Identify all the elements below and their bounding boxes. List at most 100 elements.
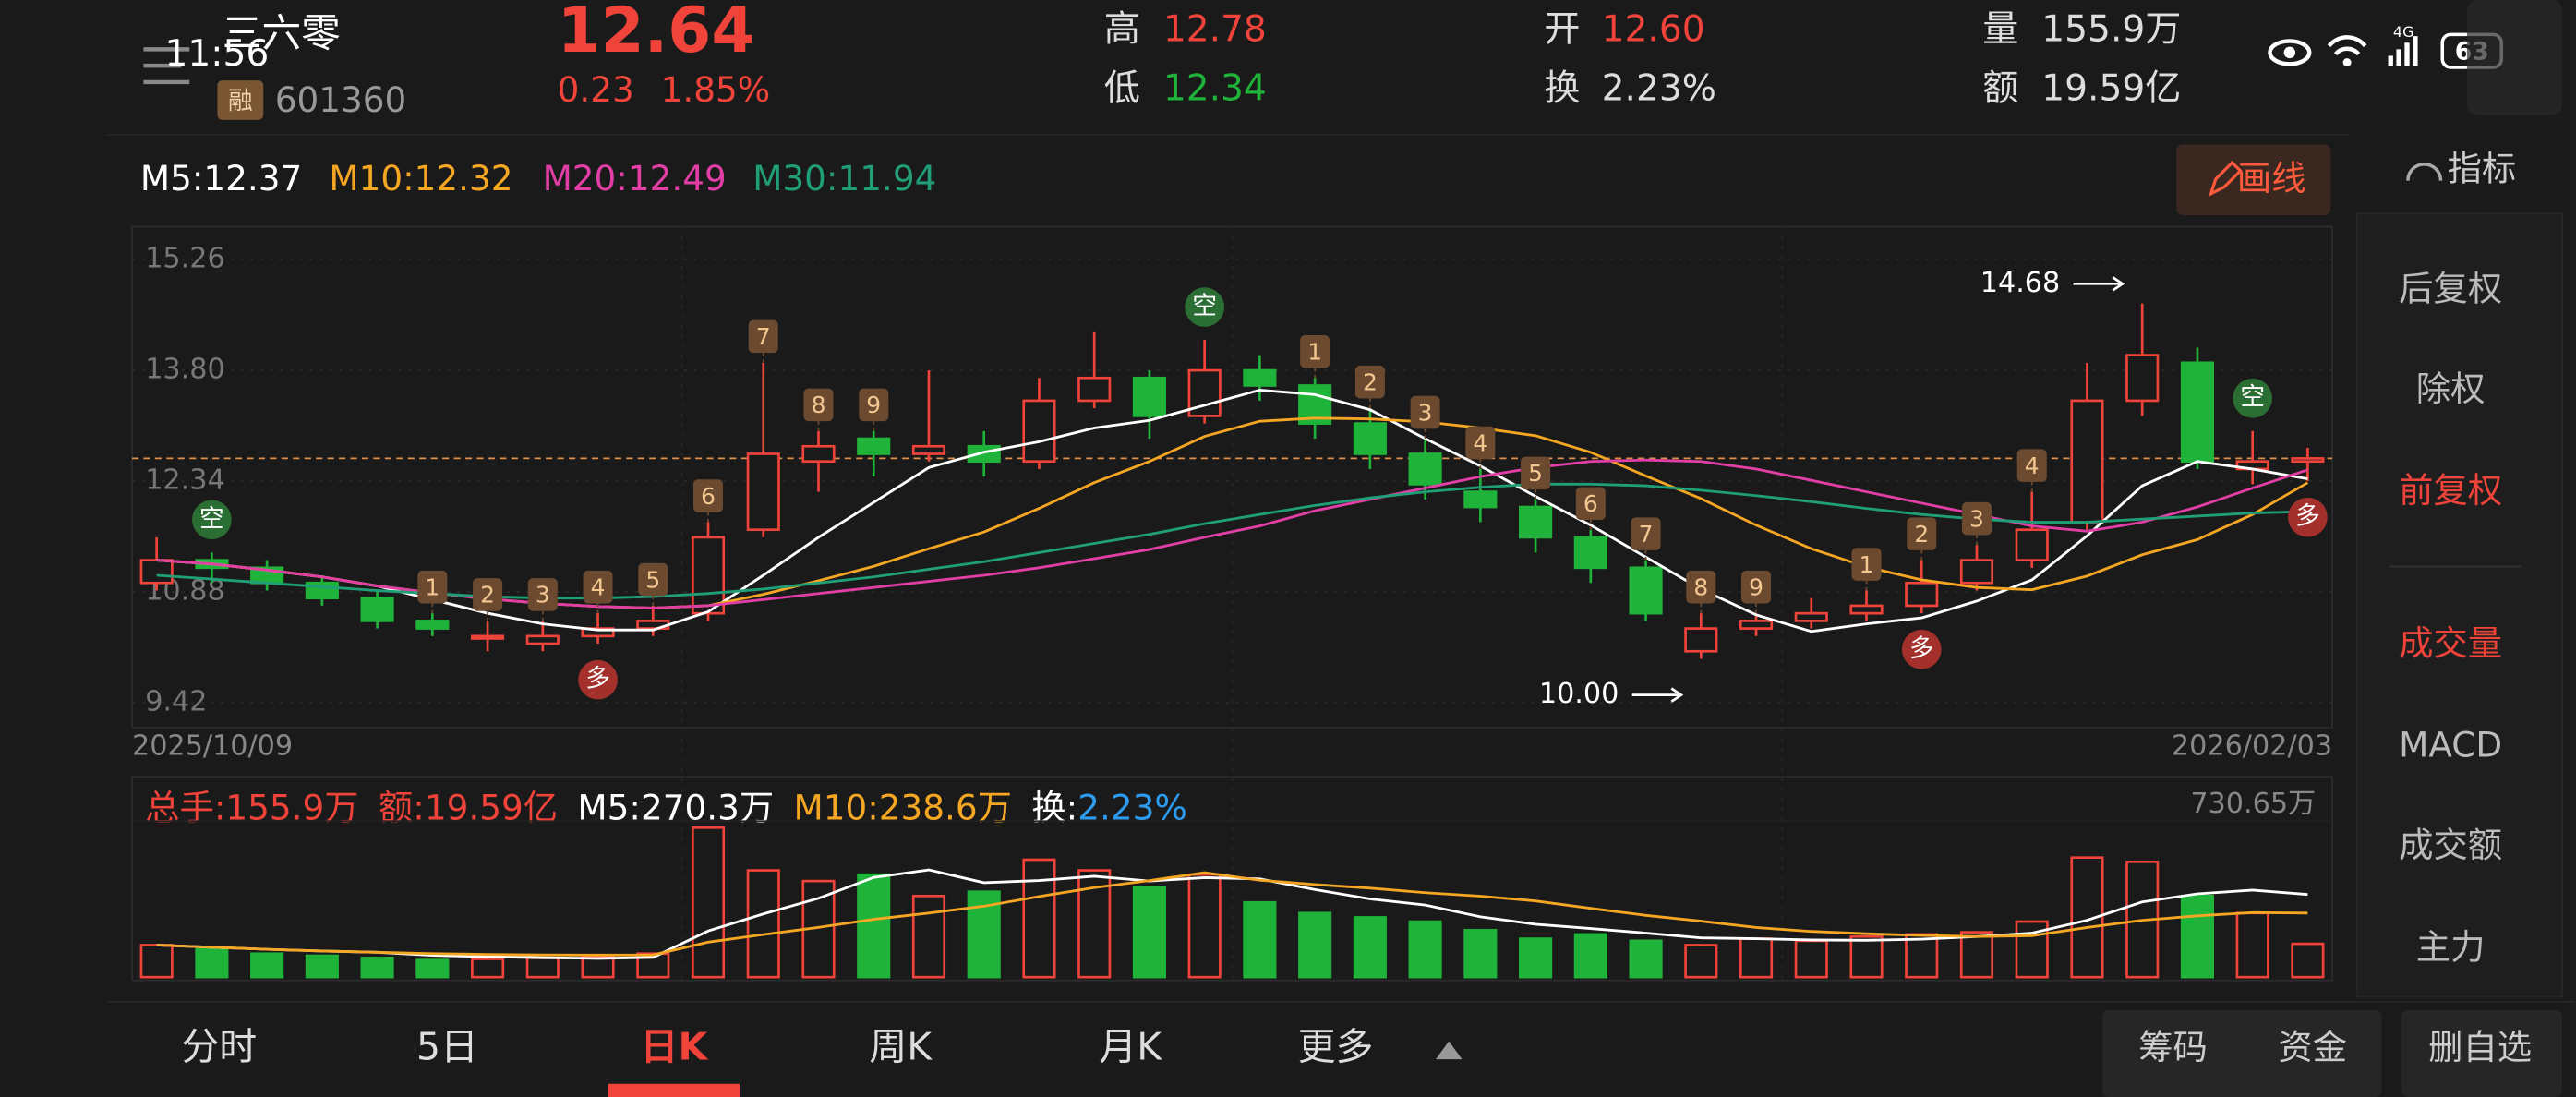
volume-bar <box>1629 939 1663 979</box>
side-menu-item[interactable]: MACD <box>2399 725 2502 765</box>
candle-body <box>1243 368 1277 387</box>
signal-badge-bg <box>578 659 618 700</box>
td-tag: 1 <box>425 573 439 600</box>
status-icons <box>2268 32 2504 69</box>
annotation-arrow <box>1631 687 1684 703</box>
side-menu-item[interactable]: 后复权 <box>2399 268 2502 308</box>
td-tag-bg <box>583 570 613 604</box>
td-tag: 1 <box>1307 339 1322 366</box>
tab[interactable]: 分时 <box>181 1024 257 1068</box>
tab[interactable]: 更多 <box>1298 1024 1374 1068</box>
volume-bar <box>581 955 615 979</box>
tab[interactable]: 周K <box>869 1024 933 1068</box>
signal-badge-bg <box>2288 497 2328 537</box>
low: 12.34 <box>1163 67 1267 109</box>
draw-button[interactable]: 画线 <box>2237 158 2306 199</box>
candle-body <box>1573 536 1607 570</box>
td-tag: 8 <box>1693 573 1708 600</box>
ma-line <box>156 388 2308 633</box>
bottom-button[interactable]: 删自选 <box>2428 1027 2532 1067</box>
volume-bar <box>1353 916 1387 979</box>
volume-bar <box>1684 944 1718 979</box>
candle-body <box>415 620 450 630</box>
candle-body <box>1132 376 1166 417</box>
td-tag-bg <box>693 479 724 512</box>
signal-badge-bg <box>2233 378 2273 418</box>
td-tag-bg <box>1741 570 1772 604</box>
tab[interactable]: 月K <box>1099 1024 1162 1068</box>
volume-bar <box>305 954 339 979</box>
y-tick-label: 9.42 <box>145 686 207 718</box>
volume-bar <box>1408 920 1442 979</box>
side-menu-item[interactable]: 成交量 <box>2399 622 2502 663</box>
change-pct: 1.85% <box>661 69 771 110</box>
volume-bar <box>250 952 284 979</box>
side-menu-item[interactable]: 成交额 <box>2399 825 2502 865</box>
volume-bar <box>1022 858 1056 979</box>
volume-bar <box>360 957 394 979</box>
more-arrow[interactable] <box>1436 1041 1463 1060</box>
td-tag-bg <box>803 388 834 422</box>
volume-bar <box>1794 939 1828 979</box>
ma-line <box>156 482 2308 600</box>
td-tag-bg <box>1354 365 1385 399</box>
candle-body <box>1353 422 1387 455</box>
side-menu-item[interactable]: 除权 <box>2416 368 2486 409</box>
td-tag: 4 <box>1473 429 1487 456</box>
bottom-button[interactable]: 筹码 <box>2138 1027 2208 1067</box>
volume-label: 量 <box>1982 8 2018 50</box>
volume-bar <box>2235 911 2269 979</box>
change: 0.23 <box>558 69 634 110</box>
signal-badge: 空 <box>1192 292 1217 320</box>
amount: 19.59亿 <box>2041 67 2181 109</box>
annotation-label: 10.00 <box>1539 678 1619 710</box>
candle-body <box>525 634 560 645</box>
td-tag-bg <box>1465 426 1496 460</box>
signal-badge: 空 <box>2240 383 2265 412</box>
y-tick-label: 12.34 <box>145 464 225 497</box>
volume-bar <box>415 958 450 979</box>
volume-bar <box>1849 934 1884 979</box>
draw-button-bg[interactable] <box>2176 144 2331 215</box>
tab[interactable]: 5日 <box>416 1024 478 1068</box>
signal-badge: 多 <box>2295 502 2320 531</box>
volume-pane <box>131 776 2333 982</box>
candle-body <box>1794 611 1828 622</box>
candle-body <box>2180 361 2214 464</box>
amount-label: 额 <box>1982 67 2018 109</box>
td-tag: 3 <box>1418 399 1433 426</box>
td-tag: 2 <box>480 582 495 609</box>
td-tag-bg <box>1907 517 1937 550</box>
low-label: 低 <box>1104 67 1140 109</box>
menu-icon[interactable] <box>143 47 190 85</box>
margin-badge: 融 <box>228 87 253 115</box>
td-tag-bg <box>417 570 448 604</box>
td-tag-bg <box>1851 548 1882 581</box>
candle-body <box>2015 528 2049 561</box>
candle-body <box>1463 490 1498 509</box>
td-tag: 9 <box>1749 573 1763 600</box>
candle-body <box>471 634 505 640</box>
bottom-button[interactable]: 资金 <box>2278 1027 2347 1067</box>
td-tag: 3 <box>1969 505 1984 532</box>
side-panel <box>2355 212 2563 998</box>
tab[interactable]: 日K <box>641 1024 709 1068</box>
volume-bar <box>195 947 229 979</box>
volume-bar <box>1573 933 1607 979</box>
td-tag-bg <box>1575 487 1606 521</box>
volume-bar <box>471 958 505 979</box>
candle-body <box>2070 399 2104 524</box>
indicator-button[interactable]: 指标 <box>2448 148 2517 188</box>
top-right-button[interactable] <box>2466 0 2563 115</box>
volume-bar <box>525 957 560 979</box>
td-tag: 4 <box>2025 452 2040 479</box>
candle-body <box>746 452 780 532</box>
volume-bar <box>1463 928 1498 979</box>
td-tag: 1 <box>1860 551 1874 578</box>
td-tag-bg <box>1631 517 1661 550</box>
side-menu-item[interactable]: 主力 <box>2416 926 2486 967</box>
candle-body <box>1959 559 1994 585</box>
ma-legend: M20:12.49 <box>543 158 727 199</box>
td-tag: 7 <box>756 323 771 350</box>
side-menu-item[interactable]: 前复权 <box>2399 470 2502 511</box>
